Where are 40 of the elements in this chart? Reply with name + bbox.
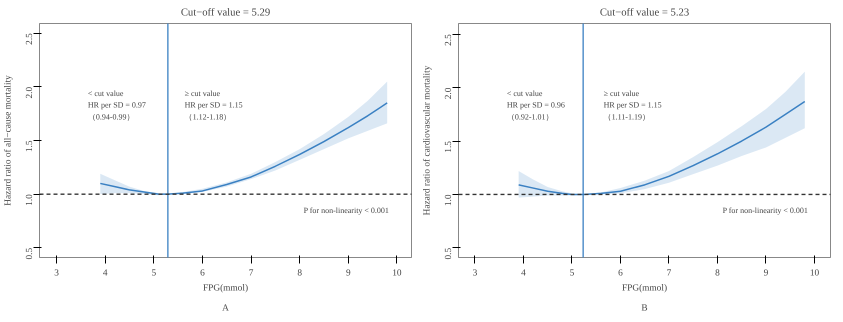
- x-tick-label: 9: [346, 268, 351, 278]
- y-tick-label: 0.5: [25, 248, 35, 260]
- x-tick-label: 8: [715, 268, 720, 278]
- chart-title: Cut−off value = 5.29: [180, 8, 270, 18]
- y-tick-label: 2.5: [444, 34, 454, 46]
- text: B: [641, 304, 648, 314]
- annotation: ≥ cut value HR per SD = 1.15 （1.12-1.18）: [184, 89, 243, 122]
- x-axis-title: FPG(mmol): [622, 284, 668, 294]
- text: A: [222, 304, 230, 314]
- x-tick-label: 9: [764, 268, 769, 278]
- x-tick-label: 8: [297, 268, 302, 278]
- x-tick-label: 10: [392, 268, 402, 278]
- y-axis-title: Hazard ratio of all−cause mortality: [4, 74, 14, 206]
- annotation: ≥ cut value HR per SD = 1.15 （1.11-1.19）: [604, 89, 662, 122]
- x-tick-label: 7: [248, 268, 254, 278]
- y-tick-label: 0.5: [444, 248, 454, 260]
- x-tick-label: 4: [102, 268, 108, 278]
- chart-title: Cut−off value = 5.23: [600, 8, 690, 18]
- x-tick-label: 10: [810, 268, 820, 278]
- y-tick-label: 1.5: [444, 140, 454, 153]
- y-tick-label: 2.5: [25, 32, 35, 45]
- x-axis-title: FPG(mmol): [202, 284, 248, 294]
- x-tick-label: 7: [666, 268, 672, 278]
- y-tick-label: 1.5: [25, 140, 35, 152]
- y-axis-title: Hazard ratio of cardiovascular mortality: [422, 65, 432, 216]
- x-tick-label: 5: [570, 268, 575, 278]
- x-tick-label: 3: [472, 268, 478, 278]
- x-tick-label: 4: [521, 268, 526, 278]
- annotation: < cut value HR per SD = 0.97 （0.94-0.99）: [88, 89, 146, 122]
- x-tick-label: 5: [151, 268, 156, 278]
- annotation: P for non-linearity < 0.001: [722, 206, 808, 216]
- y-tick-label: 2.0: [25, 86, 35, 98]
- x-tick-label: 6: [618, 268, 624, 278]
- y-tick-label: 1.0: [25, 194, 35, 206]
- annotation: P for non-linearity < 0.001: [304, 206, 389, 216]
- annotation: < cut value HR per SD = 0.96 （0.92-1.01）: [506, 89, 565, 122]
- x-tick-label: 3: [54, 268, 60, 278]
- y-tick-label: 2.0: [444, 87, 454, 100]
- x-tick-label: 6: [200, 268, 206, 278]
- y-tick-label: 1.0: [444, 194, 454, 206]
